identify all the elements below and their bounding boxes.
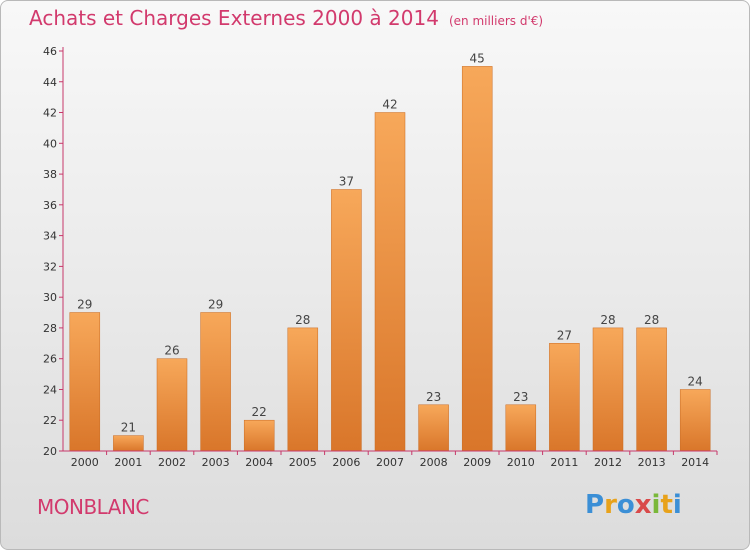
- x-tick-label-2012: 2012: [594, 456, 622, 469]
- bar-2009: [461, 66, 493, 452]
- bar-2012: [592, 327, 624, 452]
- bar-2014: [679, 389, 711, 452]
- bar-2003: [200, 312, 231, 452]
- data-label-2010: 23: [513, 390, 528, 404]
- proxiti-logo[interactable]: Proxiti: [585, 490, 682, 520]
- bar-2001: [113, 435, 144, 452]
- y-tick-label-20: 20: [43, 445, 57, 458]
- bar-2004: [243, 419, 275, 452]
- axes-group: 2000 2001 2002 2003 2004 2005 2006 2007 2008 2009…: [43, 45, 718, 469]
- chart-unit-label: (en milliers d'€): [448, 14, 544, 28]
- data-label-2003: 29: [208, 298, 223, 312]
- data-label-2001: 21: [121, 421, 136, 435]
- y-tick-label-22: 22: [43, 414, 57, 427]
- y-tick-label-40: 40: [43, 137, 57, 150]
- bar-2006: [331, 189, 362, 452]
- x-tick-label-2002: 2002: [158, 456, 186, 469]
- data-label-2013: 28: [644, 313, 659, 327]
- data-label-2009: 45: [470, 51, 485, 65]
- data-label-2005: 28: [295, 313, 310, 327]
- x-tick-label-2007: 2007: [376, 456, 404, 469]
- y-tick-label-30: 30: [43, 291, 57, 304]
- chart-title: Achats et Charges Externes 2000 à 2014 (e…: [29, 6, 543, 30]
- y-tick-label-34: 34: [43, 230, 57, 243]
- x-tick-label-2000: 2000: [71, 456, 99, 469]
- bars-group: 29 21 26 29 22 28 37 42 23 45 23 27 28 28 24: [69, 51, 711, 452]
- data-label-2006: 37: [339, 175, 354, 189]
- bar-2007: [374, 112, 406, 452]
- bar-2000: [69, 312, 101, 452]
- y-tick-label-42: 42: [43, 107, 57, 120]
- logo-letter: t: [660, 490, 673, 520]
- bar-2005: [287, 327, 319, 452]
- chart-title-text: Achats et Charges Externes 2000 à 2014: [29, 6, 439, 30]
- x-tick-label-2006: 2006: [332, 456, 360, 469]
- y-tick-label-46: 46: [43, 45, 57, 58]
- y-tick-label-44: 44: [43, 76, 57, 89]
- data-label-2014: 24: [688, 375, 703, 389]
- x-tick-label-2014: 2014: [681, 456, 709, 469]
- bar-2008: [418, 404, 449, 452]
- y-tick-label-36: 36: [43, 199, 57, 212]
- y-tick-label-26: 26: [43, 353, 57, 366]
- logo-letter: i: [651, 490, 661, 520]
- x-tick-label-2011: 2011: [550, 456, 578, 469]
- data-label-2002: 26: [164, 344, 179, 358]
- data-label-2012: 28: [600, 313, 615, 327]
- y-tick-label-28: 28: [43, 322, 57, 335]
- x-tick-label-2010: 2010: [507, 456, 535, 469]
- x-tick-label-2013: 2013: [638, 456, 666, 469]
- bar-2002: [156, 358, 188, 452]
- x-tick-label-2004: 2004: [245, 456, 273, 469]
- logo-letter: i: [672, 490, 682, 520]
- y-tick-label-24: 24: [43, 384, 57, 397]
- y-tick-label-38: 38: [43, 168, 57, 181]
- logo-letter: o: [616, 490, 635, 520]
- y-tick-label-32: 32: [43, 260, 57, 273]
- data-label-2000: 29: [77, 298, 92, 312]
- logo-letter: x: [634, 490, 652, 520]
- logo-letter: P: [585, 490, 605, 520]
- x-tick-label-2001: 2001: [114, 456, 142, 469]
- logo-letter: r: [604, 490, 617, 520]
- x-tick-label-2003: 2003: [202, 456, 230, 469]
- bar-2011: [549, 343, 580, 452]
- x-tick-label-2005: 2005: [289, 456, 317, 469]
- data-label-2011: 27: [557, 328, 572, 342]
- x-tick-label-2009: 2009: [463, 456, 491, 469]
- data-label-2007: 42: [382, 98, 397, 112]
- x-tick-label-2008: 2008: [420, 456, 448, 469]
- bar-2013: [636, 327, 667, 452]
- bar-2010: [505, 404, 537, 452]
- data-label-2004: 22: [252, 405, 267, 419]
- town-name: MONBLANC: [37, 495, 149, 519]
- data-label-2008: 23: [426, 390, 441, 404]
